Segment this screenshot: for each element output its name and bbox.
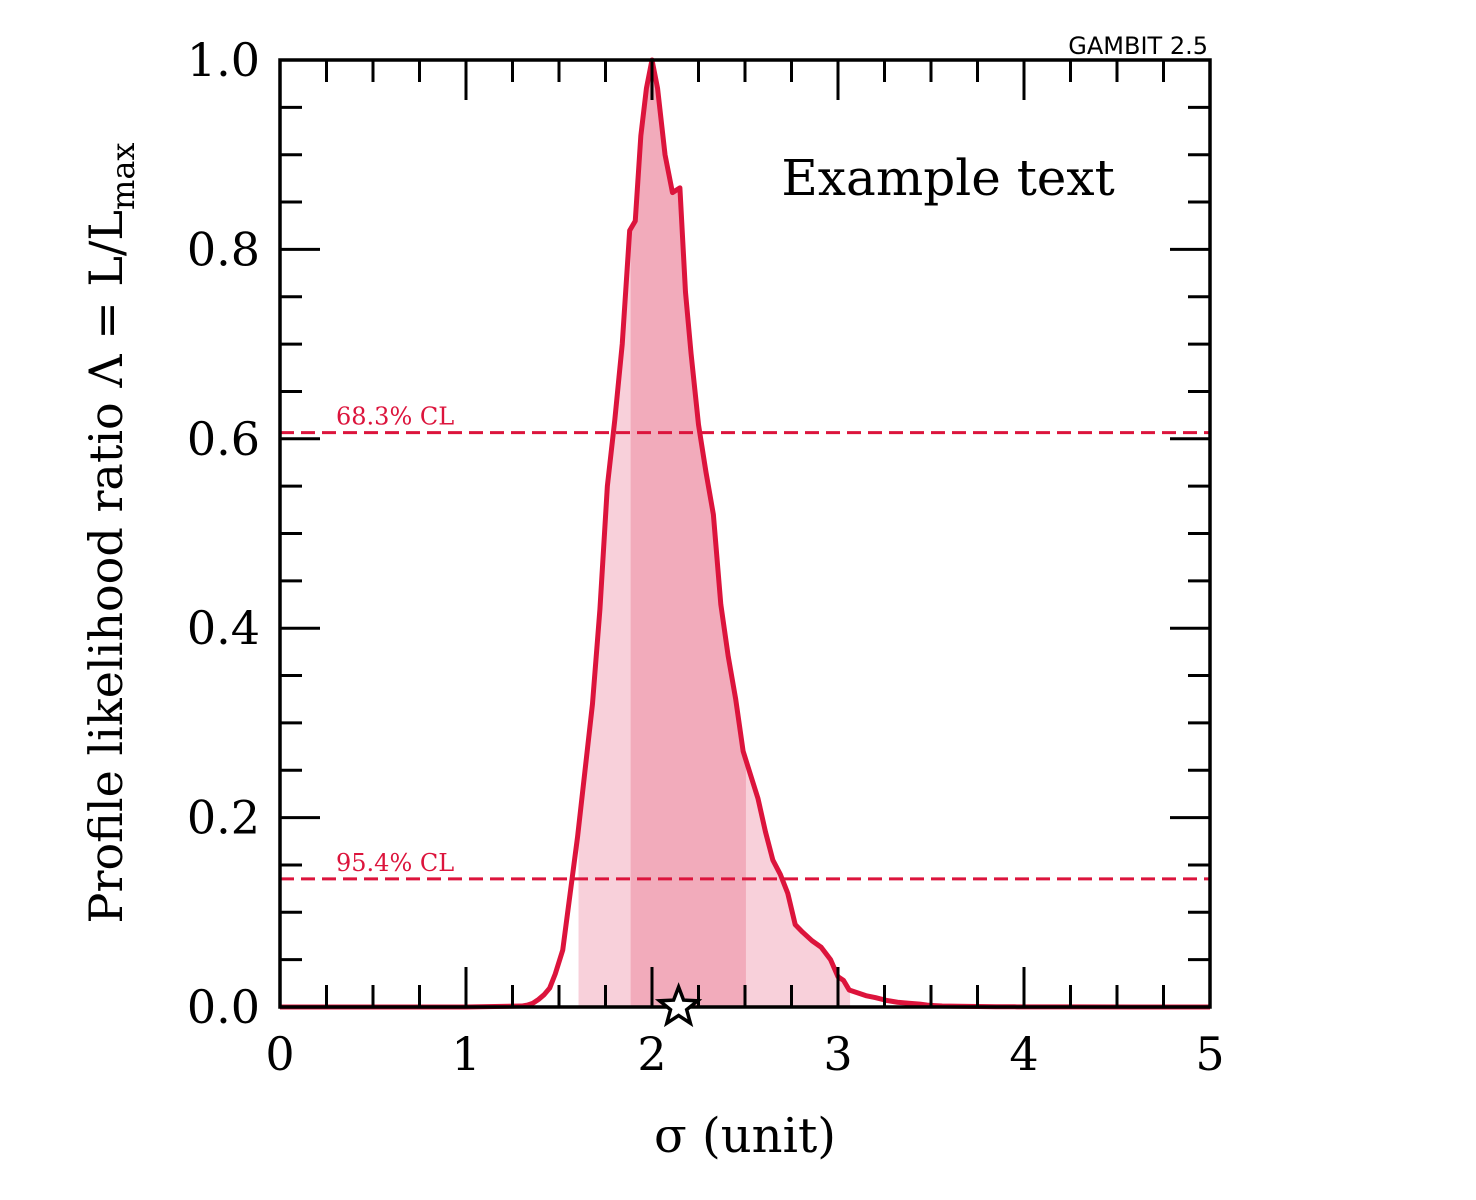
y-tick-label: 1.0 — [187, 33, 260, 87]
y-tick-label: 0.0 — [187, 980, 260, 1034]
best-fit-layer — [654, 982, 703, 1028]
x-tick-label: 3 — [823, 1027, 852, 1081]
x-tick-label: 0 — [265, 1027, 294, 1081]
y-axis-label-subscript: max — [104, 143, 142, 210]
y-tick-label: 0.8 — [187, 222, 260, 276]
y-tick-label: 0.6 — [187, 412, 260, 466]
best-fit-star-icon — [654, 982, 703, 1028]
cl-label-95: 95.4% CL — [336, 849, 454, 877]
confidence-level-lines: 68.3% CL 95.4% CL — [280, 403, 1210, 881]
axis-ticks — [278, 58, 1212, 1009]
x-tick-label: 4 — [1009, 1027, 1038, 1081]
y-axis-label-group: Profile likelihood ratio Λ = L/Lmax — [79, 143, 142, 924]
band-68 — [630, 60, 746, 1007]
annotation-text: Example text — [781, 149, 1114, 207]
x-tick-label: 2 — [637, 1027, 666, 1081]
y-tick-label: 0.2 — [187, 791, 260, 845]
x-tick-label: 5 — [1195, 1027, 1224, 1081]
axis-tick-labels: 0 1 2 3 4 5 0.0 0.2 0.4 0.6 0.8 1.0 — [187, 33, 1225, 1081]
x-axis-label: σ (unit) — [654, 1108, 836, 1164]
watermark: GAMBIT 2.5 — [1068, 32, 1208, 60]
y-tick-label: 0.4 — [187, 601, 260, 655]
y-axis-label: Profile likelihood ratio Λ = L/Lmax — [79, 143, 142, 924]
y-axis-label-main: Profile likelihood ratio Λ = L/L — [79, 210, 133, 923]
likelihood-curve — [280, 57, 1210, 1010]
curve-layer — [280, 57, 1210, 1010]
cl-label-68: 68.3% CL — [336, 403, 454, 431]
x-tick-label: 1 — [451, 1027, 480, 1081]
